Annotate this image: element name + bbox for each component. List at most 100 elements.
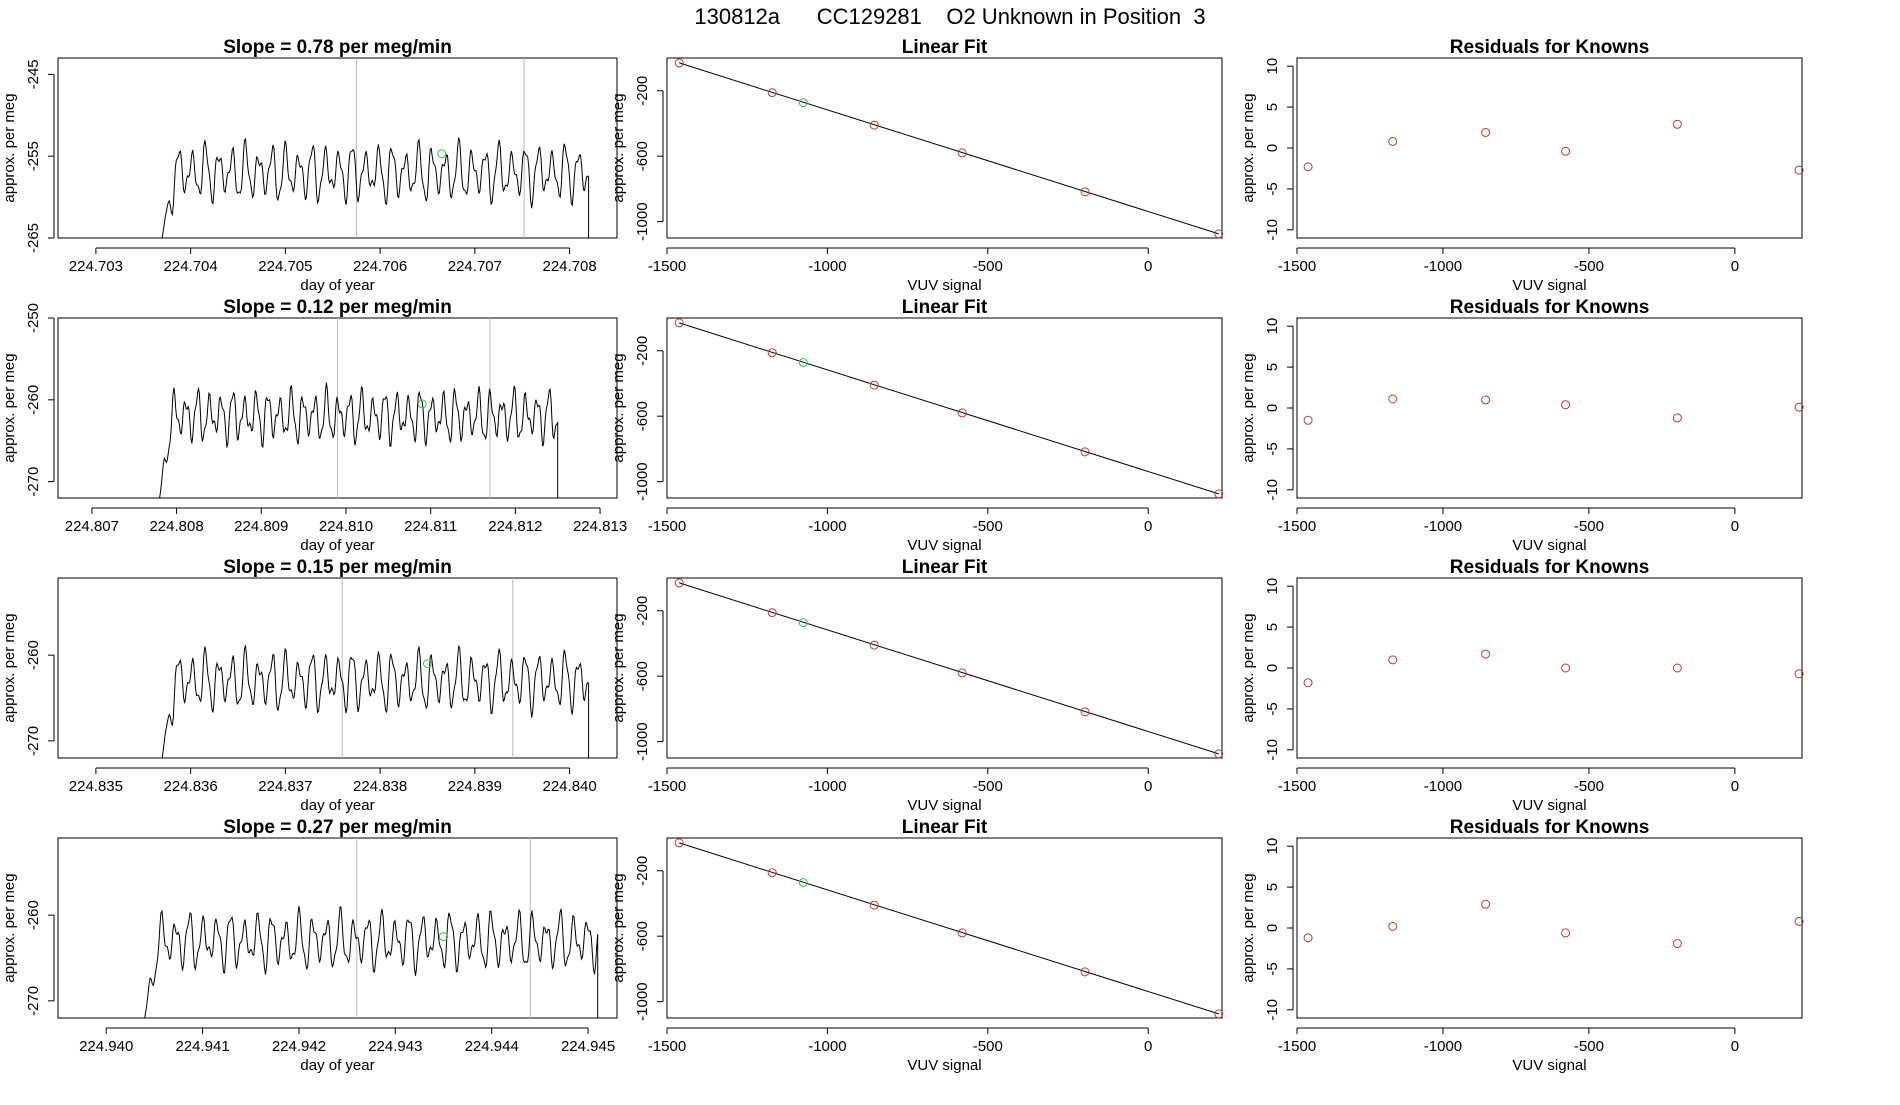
y-tick-label: 10 [1264,578,1281,595]
panel-4: Slope = 0.12 per meg/min day of year appro… [1,297,627,554]
y-tick-label: -270 [25,467,42,497]
x-tick-label: 0 [1731,258,1739,275]
known-standard-point [1303,933,1313,943]
known-standard-point [1672,119,1682,129]
known-standard-point [1080,447,1090,457]
x-tick-label: -1500 [1278,518,1316,535]
known-standard-point [1481,127,1491,137]
panel-title: Linear Fit [902,817,988,838]
known-standard-point [674,318,684,328]
y-tick-label: 0 [1264,144,1281,152]
panel-title: Linear Fit [902,557,988,578]
x-tick-label: -1000 [808,778,846,795]
x-tick-label: 224.839 [448,778,502,795]
y-tick-label: -245 [25,59,42,89]
y-tick-label: -10 [1264,479,1281,501]
plot-frame [1296,317,1803,499]
y-tick-label: -5 [1264,442,1281,455]
x-axis-label: VUV signal [1512,1057,1586,1074]
known-standard-point [1481,649,1491,659]
panel-10: Slope = 0.27 per meg/min day of year appro… [1,817,618,1074]
known-standard-point [1561,400,1571,410]
x-tick-label: -1000 [808,1038,846,1055]
unknown-sample-marker [437,149,447,159]
y-tick-label: -270 [25,726,42,756]
known-standard-point [1388,394,1398,404]
x-tick-label: 224.837 [258,778,312,795]
known-standard-point [767,348,777,358]
data-series-line [58,906,599,1019]
x-axis-label: VUV signal [907,797,981,814]
unknown-sample-marker [798,878,808,888]
x-tick-label: 224.703 [69,258,123,275]
x-tick-label: 0 [1731,778,1739,795]
known-standard-point [767,868,777,878]
x-tick-label: 0 [1731,1038,1739,1055]
x-tick-label: 224.835 [69,778,123,795]
y-tick-label: -200 [634,596,651,626]
unknown-sample-marker [798,98,808,108]
panel-title: Slope = 0.15 per meg/min [223,557,452,578]
y-axis-label: approx. per meg [1240,873,1257,982]
plot-frame [1296,57,1803,239]
x-tick-label: -1500 [648,778,686,795]
x-tick-label: 224.707 [448,258,502,275]
x-axis-label: day of year [300,537,374,554]
unknown-sample-marker [798,358,808,368]
x-tick-label: 224.943 [368,1038,422,1055]
y-tick-label: -5 [1264,182,1281,195]
x-tick-label: 0 [1144,518,1152,535]
x-tick-label: 0 [1144,1038,1152,1055]
plot-frame [57,837,618,1019]
unknown-sample-marker [798,618,808,628]
panel-7: Slope = 0.15 per meg/min day of year appro… [1,557,618,814]
x-tick-label: 224.838 [353,778,407,795]
panel-1: Slope = 0.78 per meg/min day of year appro… [1,37,618,294]
x-tick-label: -1500 [1278,778,1316,795]
y-axis-label: approx. per meg [610,93,627,202]
y-axis-label: approx. per meg [1240,613,1257,722]
x-axis-label: VUV signal [1512,537,1586,554]
y-tick-label: -600 [634,921,651,951]
y-tick-label: 5 [1264,363,1281,371]
known-standard-point [1388,136,1398,146]
y-axis-label: approx. per meg [1,93,18,202]
known-standard-point [767,88,777,98]
known-standard-point [1214,749,1224,759]
x-tick-label: -500 [973,258,1003,275]
panel-title: Linear Fit [902,297,988,318]
x-tick-label: 0 [1144,258,1152,275]
unknown-sample-marker [423,659,433,669]
known-standard-point [1561,146,1571,156]
known-standard-point [674,58,684,68]
x-tick-label: 224.810 [319,518,373,535]
y-tick-label: -10 [1264,999,1281,1021]
plot-frame [1296,837,1803,1019]
x-tick-label: 0 [1144,778,1152,795]
known-standard-point [1214,229,1224,239]
y-tick-label: 0 [1264,924,1281,932]
fit-line [679,62,1219,235]
y-tick-label: -1000 [634,462,651,500]
known-standard-point [1080,707,1090,717]
known-standard-point [674,838,684,848]
x-axis-label: VUV signal [1512,277,1586,294]
known-standard-point [1481,395,1491,405]
y-axis-label: approx. per meg [610,613,627,722]
x-tick-label: 224.813 [573,518,627,535]
x-tick-label: 224.809 [234,518,288,535]
x-tick-label: -1000 [1424,518,1462,535]
known-standard-point [869,900,879,910]
x-tick-label: -1500 [648,518,686,535]
data-series-line [58,137,590,239]
y-tick-label: -255 [25,141,42,171]
x-tick-label: 224.836 [164,778,218,795]
known-standard-point [1214,1009,1224,1019]
panel-title: Residuals for Knowns [1450,557,1650,578]
known-standard-point [869,380,879,390]
y-tick-label: -5 [1264,962,1281,975]
panel-6: Residuals for Knowns VUV signal approx. pe… [1240,297,1804,554]
known-standard-point [674,578,684,588]
